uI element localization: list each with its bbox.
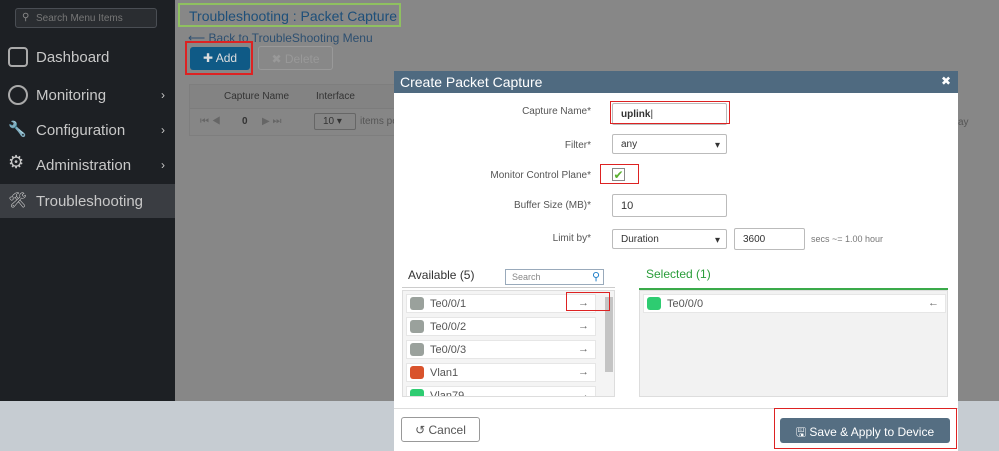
search-icon: ⚲ [22,12,30,23]
save-apply-button[interactable]: 🖫 Save & Apply to Device [780,418,950,443]
pager-first-icon[interactable]: ⏮ ◀ [200,116,221,127]
scrollbar[interactable] [605,297,613,372]
gauge-icon [8,85,28,105]
chevron-right-icon: › [161,158,165,172]
capture-name-input[interactable]: uplink| [612,103,727,125]
port-icon [410,389,424,396]
items-per-page-label: items pe [360,116,398,127]
sidebar-item-dashboard[interactable]: Dashboard [0,40,175,74]
selected-list: Te0/0/0 ← [639,290,948,397]
close-icon[interactable]: ✖ [940,74,951,88]
chevron-right-icon: › [161,123,165,137]
cancel-button[interactable]: ↺ Cancel [401,417,480,442]
interface-item[interactable]: Te0/0/3 → [406,340,596,359]
limit-hint: secs ~= 1.00 hour [811,234,884,244]
arrow-left-icon[interactable]: ← [928,297,939,309]
limit-value-input[interactable]: 3600 [734,228,805,250]
save-icon: 🖫 [795,425,810,439]
interface-item[interactable]: Te0/0/2 → [406,317,596,336]
available-list: Te0/0/1 → Te0/0/2 → Te0/0/3 → Vlan1 → Vlan79 → [402,290,615,397]
buffer-size-label: Buffer Size (MB)* [513,200,591,211]
highlight-box [185,41,253,75]
pager-page: 0 [242,116,248,127]
arrow-right-icon[interactable]: → [578,320,589,332]
arrow-right-icon[interactable]: → [578,297,589,309]
pager-next-icon[interactable]: ▶ ⏭ [262,116,282,127]
sidebar-item-troubleshooting[interactable]: 🛠 Troubleshooting [0,184,175,218]
interface-item[interactable]: Vlan1 → [406,363,596,382]
sidebar-item-monitoring[interactable]: Monitoring › [0,78,175,112]
sidebar: ⚲ Search Menu Items Dashboard Monitoring ›… [0,0,175,401]
chevron-right-icon: › [161,88,165,102]
dialog-title: Create Packet Capture [400,74,543,90]
interface-item[interactable]: Vlan79 → [406,386,596,397]
highlight-box [774,408,957,449]
gear-icon: ⚙ [8,152,25,172]
port-icon [410,320,424,333]
dashboard-icon [8,47,28,67]
close-icon: ✖ [271,52,285,66]
plus-icon: ✚ [202,51,216,65]
selected-title: Selected (1) [646,267,711,281]
port-icon [410,343,424,356]
sidebar-item-administration[interactable]: ⚙ Administration › [8,152,165,174]
capture-table: Capture Name Interface ⏮ ◀ 0 ▶ ⏭ 10 ▾ it… [189,84,409,136]
tools-icon: 🛠 [8,192,28,209]
arrow-right-icon[interactable]: → [578,366,589,378]
column-capture-name[interactable]: Capture Name [224,91,290,102]
column-interface[interactable]: Interface [316,91,355,102]
capture-name-label: Capture Name* [522,106,591,117]
arrow-right-icon[interactable]: → [578,343,589,355]
delete-button[interactable]: ✖ Delete [258,46,333,70]
highlight-box [600,164,639,184]
add-button[interactable]: ✚ Add [190,47,250,70]
buffer-size-input[interactable]: 10 [612,194,727,217]
available-title: Available (5) [408,268,475,282]
search-icon: ⚲ [591,271,600,283]
arrow-right-icon[interactable]: → [578,389,589,397]
port-icon [647,297,661,310]
highlight-box [610,101,730,124]
wrench-icon: 🔧 [8,121,27,138]
port-icon [410,366,424,379]
search-menu-input[interactable]: ⚲ Search Menu Items [15,8,157,28]
page-title: Troubleshooting : Packet Capture [178,3,401,27]
highlight-box [566,292,610,311]
limit-by-label: Limit by* [552,233,591,244]
interface-item[interactable]: Te0/0/1 → [406,294,596,313]
port-icon [410,297,424,310]
monitor-control-plane-checkbox[interactable]: ✔ [612,168,625,182]
truncated-text: ay [958,117,969,128]
filter-label: Filter* [564,140,591,151]
monitor-control-plane-label: Monitor Control Plane* [490,170,591,181]
limit-by-select[interactable]: Duration [612,229,727,249]
available-search-input[interactable]: Search ⚲ [505,269,604,285]
filter-select[interactable]: any [612,134,727,154]
interface-item[interactable]: Te0/0/0 ← [643,294,946,313]
undo-icon: ↺ [415,423,429,437]
page-size-select[interactable]: 10 ▾ [314,113,356,130]
sidebar-item-configuration[interactable]: 🔧 Configuration › [8,121,165,139]
